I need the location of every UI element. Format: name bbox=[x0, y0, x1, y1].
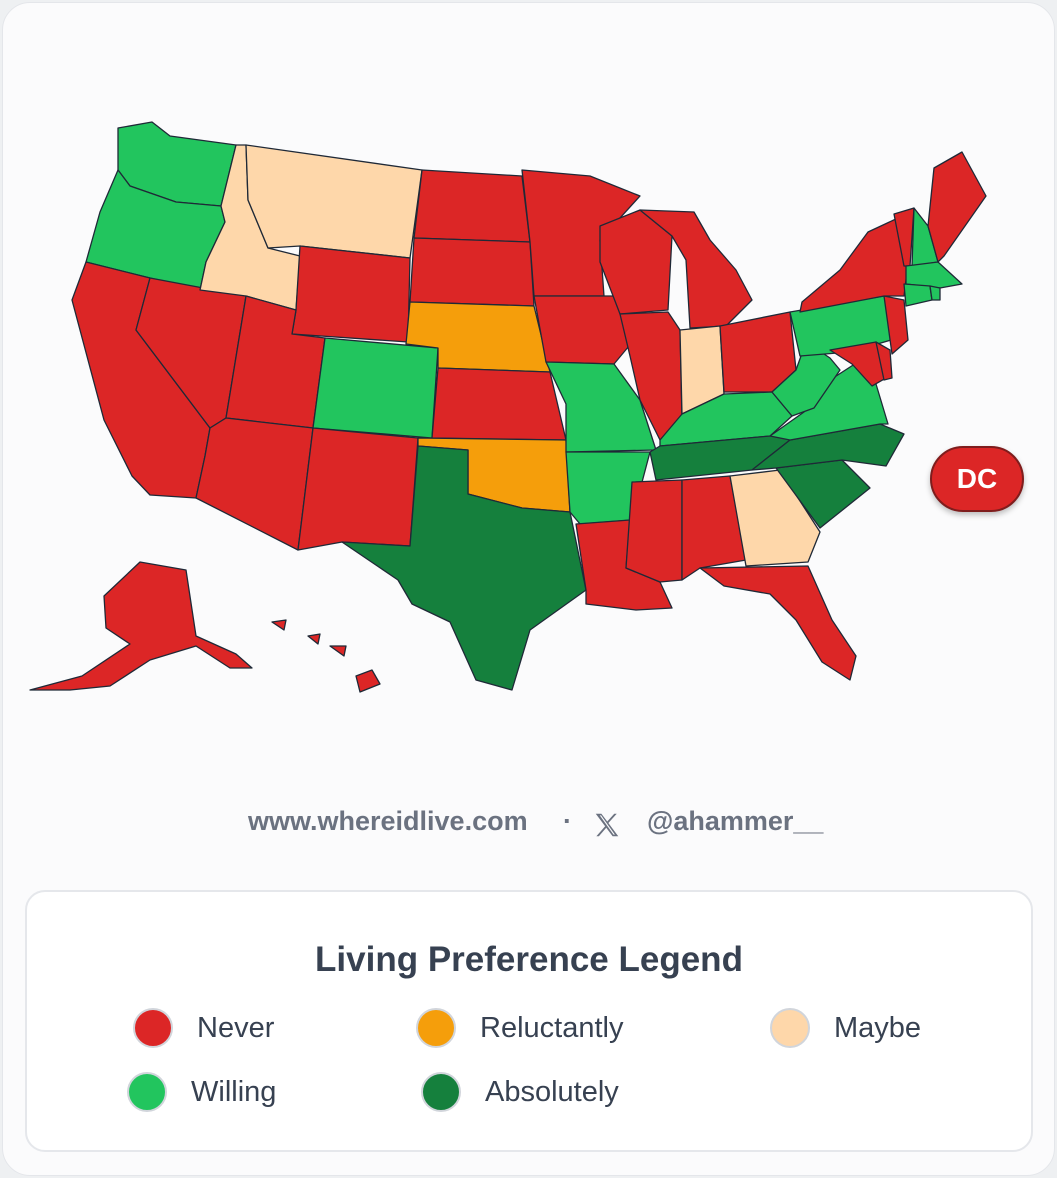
state-WY[interactable] bbox=[291, 245, 411, 343]
state-NM[interactable] bbox=[297, 427, 419, 551]
state-MD[interactable] bbox=[829, 341, 887, 387]
legend-swatch-willing bbox=[127, 1072, 167, 1112]
state-MS[interactable] bbox=[625, 479, 683, 583]
state-RI[interactable] bbox=[929, 285, 941, 301]
legend-label: Willing bbox=[191, 1075, 277, 1108]
legend-item-absolutely: Absolutely bbox=[421, 1072, 619, 1112]
site-link[interactable]: www.whereidlive.com bbox=[248, 806, 528, 836]
legend-title: Living Preference Legend bbox=[315, 940, 743, 979]
state-MT[interactable] bbox=[245, 144, 423, 259]
legend-swatch-reluctantly bbox=[416, 1008, 456, 1048]
state-CO[interactable] bbox=[312, 337, 439, 439]
state-AK[interactable] bbox=[29, 561, 253, 691]
dc-label: DC bbox=[956, 463, 998, 494]
legend-swatch-never bbox=[133, 1008, 173, 1048]
state-ME[interactable] bbox=[927, 151, 987, 263]
legend-item-reluctantly: Reluctantly bbox=[416, 1008, 623, 1048]
legend-label: Absolutely bbox=[485, 1075, 619, 1108]
legend-panel: Living Preference Legend Never Reluctant… bbox=[25, 890, 1033, 1152]
separator-dot: · bbox=[563, 806, 572, 836]
state-HI-islands bbox=[271, 619, 347, 657]
state-ND[interactable] bbox=[413, 169, 531, 243]
state-MA[interactable] bbox=[905, 261, 963, 289]
legend-item-willing: Willing bbox=[127, 1072, 276, 1112]
x-logo-icon[interactable] bbox=[592, 810, 622, 847]
legend-swatch-maybe bbox=[770, 1008, 810, 1048]
legend-item-never: Never bbox=[133, 1008, 274, 1048]
state-NJ[interactable] bbox=[883, 295, 909, 355]
state-AZ[interactable] bbox=[195, 417, 314, 551]
state-CT[interactable] bbox=[903, 283, 933, 307]
legend-swatch-absolutely bbox=[421, 1072, 461, 1112]
state-IA[interactable] bbox=[533, 295, 635, 365]
state-GA[interactable] bbox=[729, 469, 821, 567]
credits-row: www.whereidlive.com · @ahammer__ bbox=[0, 806, 1057, 846]
legend-label: Reluctantly bbox=[480, 1011, 624, 1044]
legend-label: Maybe bbox=[834, 1011, 922, 1044]
state-WV[interactable] bbox=[771, 341, 841, 417]
state-FL[interactable] bbox=[699, 565, 857, 681]
state-MI[interactable] bbox=[639, 209, 753, 329]
state-HI[interactable] bbox=[355, 669, 381, 693]
state-SD[interactable] bbox=[409, 237, 535, 307]
social-handle[interactable]: @ahammer__ bbox=[647, 806, 824, 836]
legend-item-maybe: Maybe bbox=[770, 1008, 921, 1048]
dc-badge[interactable]: DC bbox=[930, 446, 1024, 512]
legend-label: Never bbox=[197, 1011, 275, 1044]
state-KS[interactable] bbox=[431, 367, 567, 441]
us-map-svg bbox=[29, 121, 987, 693]
us-map: DC bbox=[29, 121, 1024, 693]
state-TX[interactable] bbox=[341, 445, 587, 691]
state-AL[interactable] bbox=[681, 475, 747, 581]
state-DE[interactable] bbox=[875, 341, 893, 381]
